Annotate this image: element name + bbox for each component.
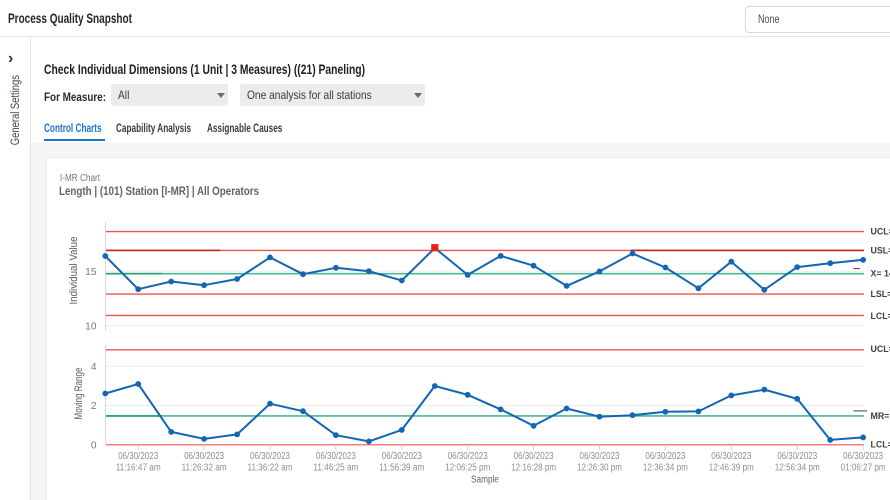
svg-text:10: 10 — [85, 321, 97, 332]
svg-text:LCL= 11.08: LCL= 11.08 — [871, 311, 890, 321]
svg-text:11:16:47 am: 11:16:47 am — [116, 463, 161, 474]
svg-text:06/30/2023: 06/30/2023 — [382, 451, 422, 462]
svg-text:X= 14.79: X= 14.79 — [871, 269, 890, 279]
svg-text:12:26:30 pm: 12:26:30 pm — [577, 463, 622, 474]
svg-text:Sample: Sample — [471, 475, 499, 486]
svg-text:15: 15 — [85, 267, 97, 278]
svg-text:11:46:25 am: 11:46:25 am — [313, 463, 358, 474]
svg-text:06/30/2023: 06/30/2023 — [184, 451, 224, 462]
svg-text:11:56:39 am: 11:56:39 am — [379, 463, 424, 474]
svg-text:06/30/2023: 06/30/2023 — [514, 451, 554, 462]
svg-text:12:46:39 pm: 12:46:39 pm — [709, 463, 754, 474]
svg-text:LCL= 0: LCL= 0 — [871, 440, 890, 450]
svg-text:06/30/2023: 06/30/2023 — [118, 451, 158, 462]
svg-text:06/30/2023: 06/30/2023 — [448, 451, 488, 462]
svg-text:Moving Range: Moving Range — [73, 368, 85, 420]
svg-text:06/30/2023: 06/30/2023 — [645, 451, 685, 462]
svg-text:06/30/2023: 06/30/2023 — [580, 451, 620, 462]
svg-text:0: 0 — [91, 440, 97, 451]
svg-text:11:36:22 am: 11:36:22 am — [248, 463, 293, 474]
svg-text:01:06:27 pm: 01:06:27 pm — [841, 463, 886, 474]
svg-text:06/30/2023: 06/30/2023 — [316, 451, 356, 462]
svg-text:06/30/2023: 06/30/2023 — [250, 451, 290, 462]
svg-text:MR= 1.49: MR= 1.49 — [871, 411, 890, 421]
svg-text:12:36:34 pm: 12:36:34 pm — [643, 463, 688, 474]
svg-text:USL= 16.78: USL= 16.78 — [871, 246, 890, 256]
svg-text:12:06:25 pm: 12:06:25 pm — [445, 463, 490, 474]
svg-text:2: 2 — [91, 401, 97, 412]
svg-text:12:56:34 pm: 12:56:34 pm — [775, 463, 820, 474]
svg-text:Individual Value: Individual Value — [68, 237, 80, 305]
svg-text:06/30/2023: 06/30/2023 — [777, 451, 817, 462]
svg-text:UCL= 18.51: UCL= 18.51 — [871, 226, 890, 236]
svg-text:UCL= 4.88: UCL= 4.88 — [871, 344, 890, 354]
svg-text:LSL= 13.02: LSL= 13.02 — [871, 289, 890, 299]
svg-text:4: 4 — [91, 362, 97, 373]
svg-text:06/30/2023: 06/30/2023 — [711, 451, 751, 462]
svg-text:11:26:32 am: 11:26:32 am — [182, 463, 227, 474]
svg-text:12:16:28 pm: 12:16:28 pm — [511, 463, 556, 474]
svg-text:06/30/2023: 06/30/2023 — [843, 451, 883, 462]
